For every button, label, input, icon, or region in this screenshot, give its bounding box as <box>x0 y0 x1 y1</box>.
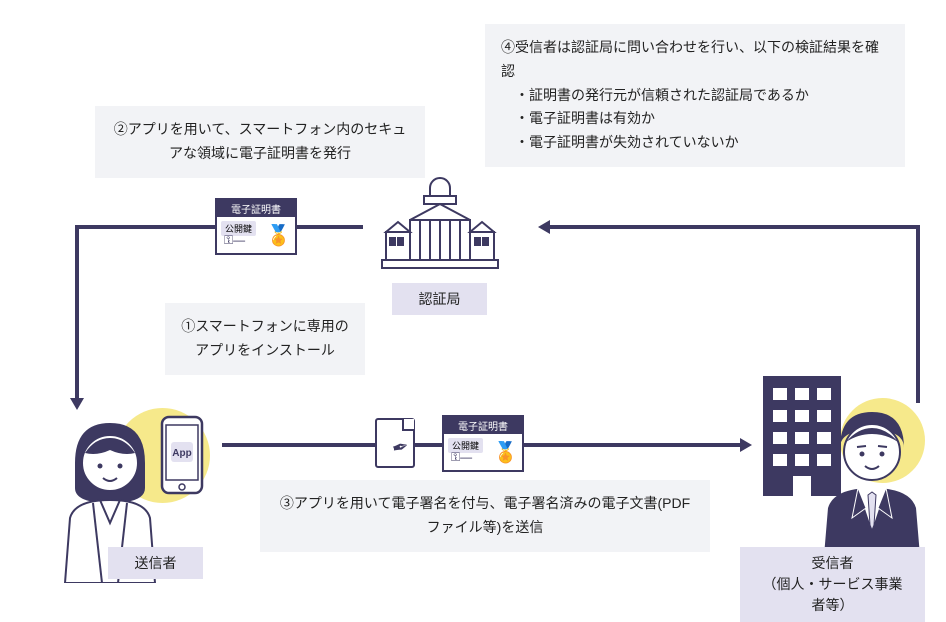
step4-bullet: ・電子証明書は有効か <box>515 107 889 131</box>
arrow-receiver-to-ca <box>916 225 920 403</box>
step4-bullet: ・電子証明書が失効されていないか <box>515 131 889 155</box>
step4-box: ④受信者は認証局に問い合わせを行い、以下の検証結果を確認 ・証明書の発行元が信頼… <box>485 24 905 167</box>
step1-box: ①スマートフォンに専用のアプリをインストール <box>165 303 365 375</box>
medal-icon: 🏅 <box>493 440 518 465</box>
arrow-head-icon <box>740 438 752 452</box>
certificate-header: 電子証明書 <box>217 200 295 217</box>
receiver-label: 受信者 （個人・サービス事業者等） <box>740 547 925 622</box>
step3-text: ③アプリを用いて電子署名を付与、電子署名済みの電子文書(PDFファイル等)を送信 <box>280 495 690 535</box>
certificate-card: 電子証明書 公開鍵 ⚿— 🏅 <box>442 415 524 472</box>
step4-bullet: ・証明書の発行元が信頼された認証局であるか <box>515 84 889 108</box>
feather-icon: ✒ <box>389 433 412 461</box>
certificate-card: 電子証明書 公開鍵 ⚿— 🏅 <box>215 198 297 255</box>
ca-label: 認証局 <box>392 283 487 315</box>
medal-icon: 🏅 <box>266 223 291 248</box>
key-icon: ⚿— <box>224 233 245 248</box>
sender-label: 送信者 <box>108 547 203 579</box>
step2-text: ②アプリを用いて、スマートフォン内のセキュアな領域に電子証明書を発行 <box>114 121 406 161</box>
arrow-ca-to-sender <box>75 225 79 400</box>
step2-box: ②アプリを用いて、スマートフォン内のセキュアな領域に電子証明書を発行 <box>95 106 425 178</box>
certificate-header: 電子証明書 <box>444 417 522 434</box>
step3-box: ③アプリを用いて電子署名を付与、電子署名済みの電子文書(PDFファイル等)を送信 <box>260 480 710 552</box>
key-icon: ⚿— <box>451 450 472 465</box>
smartphone-icon: App <box>158 415 206 495</box>
diagram-canvas: ④受信者は認証局に問い合わせを行い、以下の検証結果を確認 ・証明書の発行元が信頼… <box>0 0 946 616</box>
arrow-head-icon <box>538 220 550 234</box>
step1-text: ①スマートフォンに専用のアプリをインストール <box>181 318 349 358</box>
app-label: App <box>172 448 191 459</box>
step4-lead: ④受信者は認証局に問い合わせを行い、以下の検証結果を確認 <box>501 36 889 84</box>
document-icon: ✒ <box>375 418 415 468</box>
arrow-receiver-to-ca <box>550 225 920 229</box>
ca-building-icon <box>380 170 500 280</box>
